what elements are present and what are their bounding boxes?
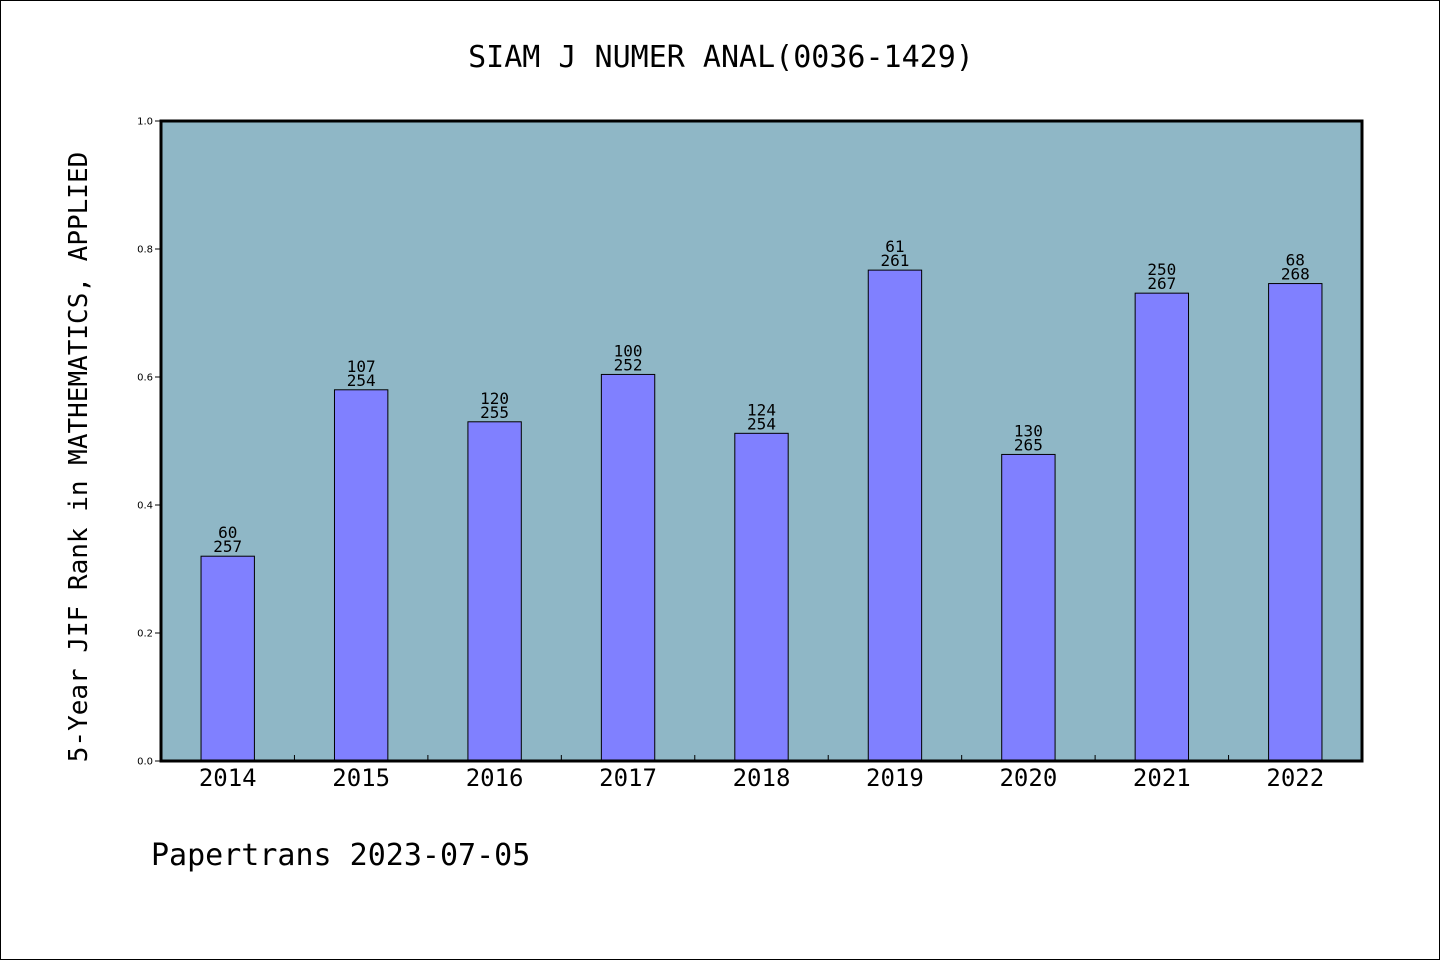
bar-total-label: 255 [480,403,509,422]
y-axis-label: 5-Year JIF Rank in MATHEMATICS, APPLIED [64,152,94,762]
bar-rank-label: 130 [1014,421,1043,440]
y-tick-label: 0.0 [137,757,153,768]
footer-source-date: Papertrans 2023-07-05 [151,838,530,873]
chart-title: SIAM J NUMER ANAL(0036-1429) [468,40,974,75]
bar-total-label: 257 [213,537,242,556]
x-tick-label: 2018 [733,764,791,792]
x-tick-label: 2019 [866,764,924,792]
x-axis: 2014 2015 2016 2017 2018 2019 2020 2021 2022 [199,755,1324,792]
plot-border [159,119,1364,763]
bar-2014 [200,555,255,762]
bar-total-label: 252 [614,355,643,374]
y-tick-label: 0.4 [137,501,153,512]
bar-2016 [467,421,522,762]
bar-total-label: 265 [1014,435,1043,454]
x-tick-label: 2017 [599,764,657,792]
bar-total-label: 261 [880,251,909,270]
bar-rank-label: 60 [218,523,237,542]
bar-rank-label: 120 [480,389,509,408]
bar-2017 [600,373,656,762]
bar-2018 [734,432,789,762]
bar-rank-label: 100 [614,341,643,360]
x-tick-label: 2015 [332,764,390,792]
bar-2020 [1001,453,1056,762]
bar-total-label: 254 [747,414,776,433]
bars-layer [200,269,1323,762]
y-tick-label: 0.2 [137,629,153,640]
bar-rank-label: 68 [1286,251,1305,270]
bar-rank-label: 124 [747,400,776,419]
bar-total-label: 268 [1281,265,1310,284]
x-tick-label: 2016 [466,764,524,792]
bar-2022 [1268,283,1323,762]
y-axis: 0.0 0.2 0.4 0.6 0.8 1.0 [137,117,161,768]
bar-2019 [867,269,923,762]
bar-2015 [333,389,389,762]
x-tick-label: 2014 [199,764,257,792]
bar-rank-label: 250 [1147,260,1176,279]
y-tick-label: 0.6 [137,373,153,384]
bar-total-label: 254 [347,371,376,390]
x-tick-label: 2022 [1266,764,1324,792]
y-tick-label: 1.0 [137,117,153,128]
bar-2021 [1134,292,1190,762]
x-tick-label: 2021 [1133,764,1191,792]
bar-rank-label: 61 [885,237,904,256]
bar-labels-layer: 6025710725412025510025212425461261130265… [213,237,1309,556]
bar-total-label: 267 [1147,274,1176,293]
bar-rank-label: 107 [347,357,376,376]
x-tick-label: 2020 [999,764,1057,792]
y-tick-label: 0.8 [137,245,153,256]
